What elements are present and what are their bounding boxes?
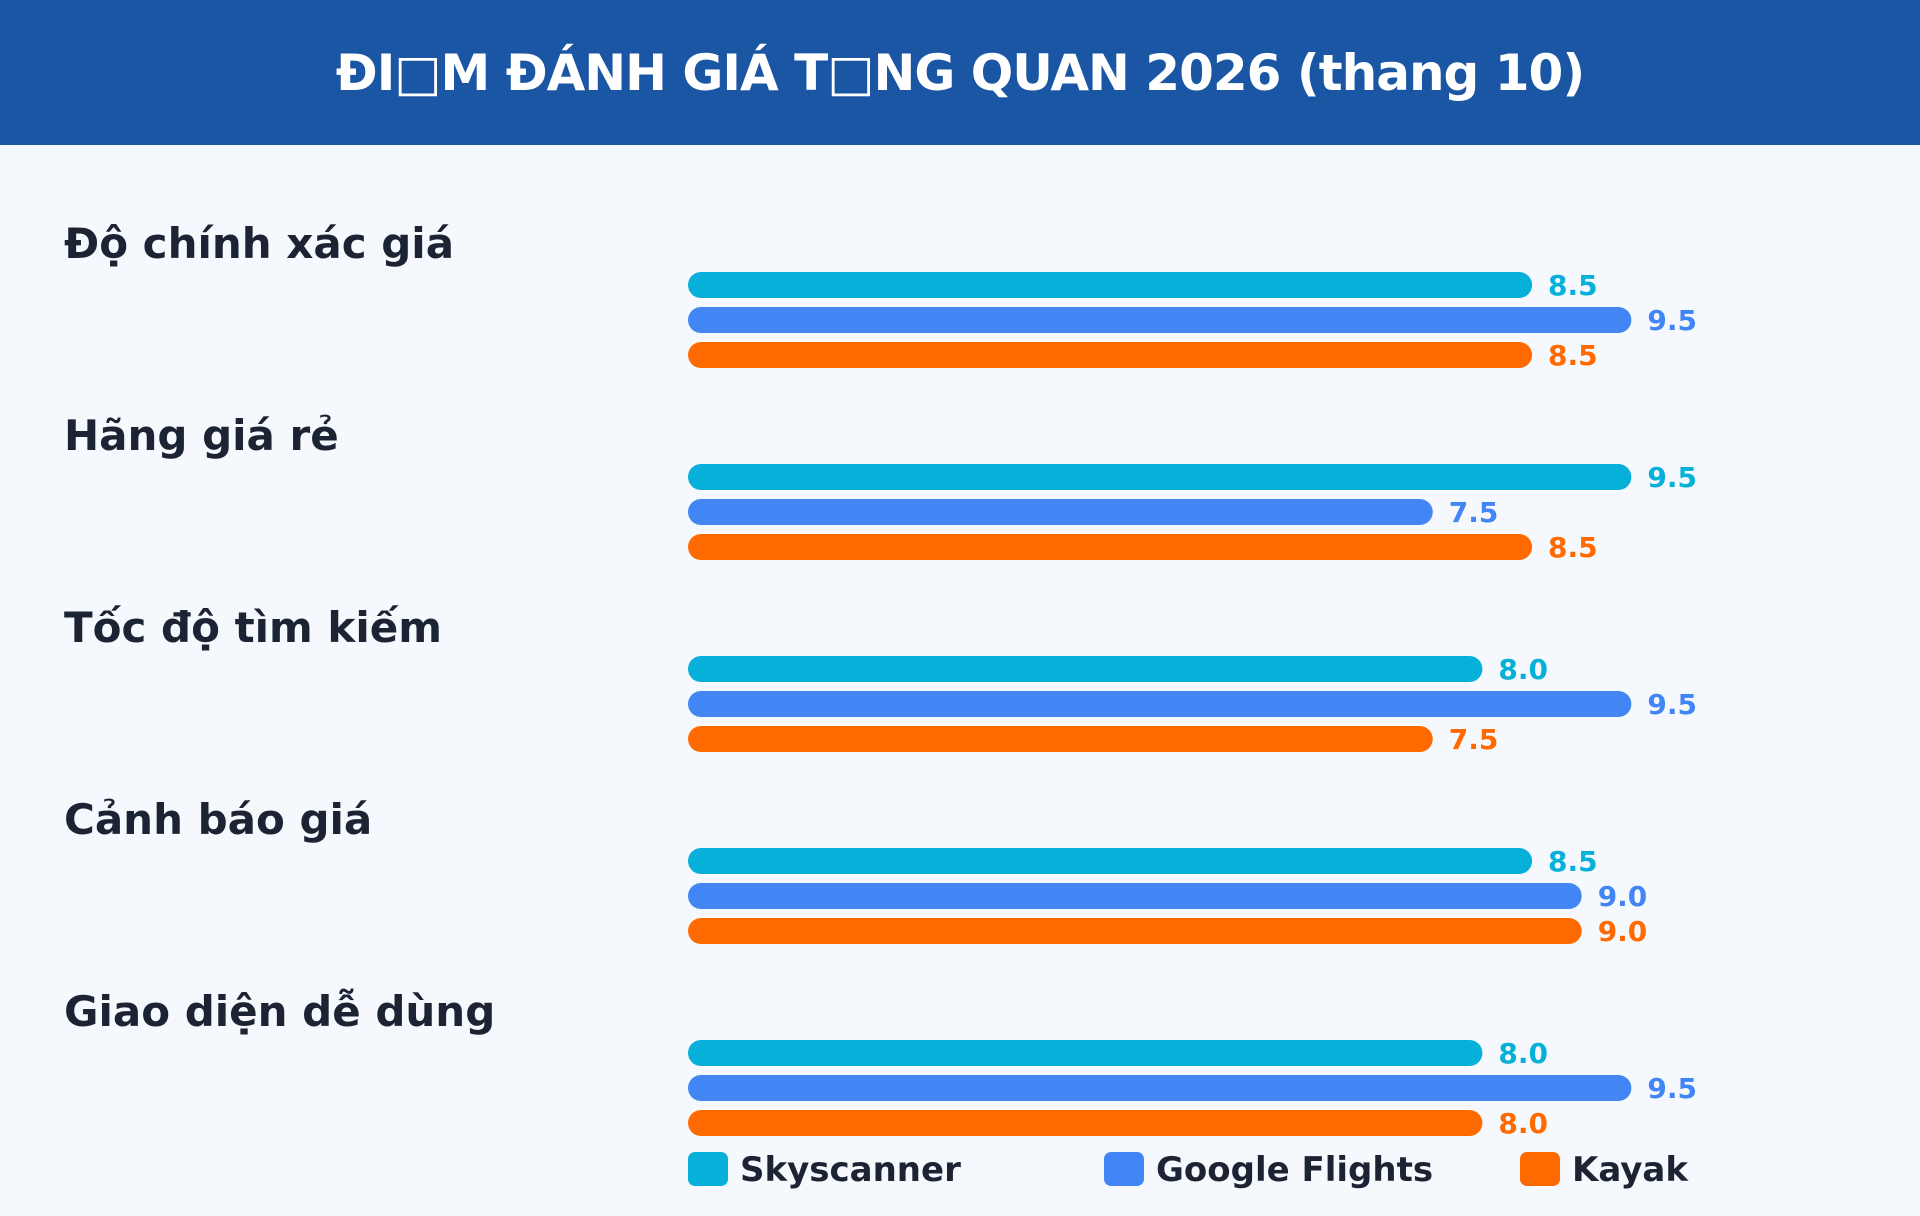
- bar: [688, 1110, 1483, 1136]
- legend: Skyscanner Google Flights Kayak: [688, 1150, 1689, 1190]
- bar: [688, 499, 1433, 525]
- legend-swatch: [1520, 1152, 1560, 1186]
- bar: [688, 307, 1632, 333]
- legend-swatch: [688, 1152, 728, 1186]
- category-label: Tốc độ tìm kiếm: [64, 603, 442, 652]
- bar: [688, 464, 1632, 490]
- data-label: 8.5: [1548, 339, 1598, 372]
- data-label: 8.0: [1498, 1037, 1548, 1070]
- legend-swatch: [1104, 1152, 1144, 1186]
- bar: [688, 918, 1582, 944]
- category-group: Tốc độ tìm kiếm 8.0 9.5 7.5: [64, 603, 1697, 756]
- legend-label: Google Flights: [1156, 1150, 1433, 1190]
- data-label: 9.0: [1598, 915, 1648, 948]
- bar: [688, 342, 1533, 368]
- legend-label: Kayak: [1572, 1150, 1689, 1190]
- category-group: Giao diện dễ dùng 8.0 9.5 8.0: [64, 987, 1697, 1140]
- bar: [688, 1075, 1632, 1101]
- category-label: Giao diện dễ dùng: [64, 987, 495, 1036]
- bar: [688, 534, 1533, 560]
- data-label: 9.5: [1647, 688, 1697, 721]
- data-label: 9.5: [1647, 304, 1697, 337]
- bar: [688, 883, 1582, 909]
- data-label: 9.5: [1647, 1072, 1697, 1105]
- bar: [688, 691, 1632, 717]
- bar: [688, 848, 1533, 874]
- legend-label: Skyscanner: [740, 1150, 961, 1190]
- data-label: 8.0: [1498, 653, 1548, 686]
- data-label: 9.5: [1647, 461, 1697, 494]
- data-label: 8.0: [1498, 1107, 1548, 1140]
- data-label: 8.5: [1548, 845, 1598, 878]
- category-label: Hãng giá rẻ: [64, 411, 339, 460]
- bar: [688, 726, 1433, 752]
- bar: [688, 656, 1483, 682]
- data-label: 8.5: [1548, 269, 1598, 302]
- category-label: Độ chính xác giá: [64, 219, 454, 268]
- category-label: Cảnh báo giá: [64, 795, 372, 844]
- chart-title: ĐI□M ĐÁNH GIÁ T□NG QUAN 2026 (thang 10): [335, 43, 1585, 102]
- data-label: 7.5: [1449, 723, 1499, 756]
- category-group: Độ chính xác giá 8.5 9.5 8.5: [64, 219, 1697, 372]
- bar: [688, 1040, 1483, 1066]
- category-group: Hãng giá rẻ 9.5 7.5 8.5: [64, 411, 1697, 564]
- data-label: 8.5: [1548, 531, 1598, 564]
- header-banner: ĐI□M ĐÁNH GIÁ T□NG QUAN 2026 (thang 10): [0, 0, 1920, 145]
- data-label: 7.5: [1449, 496, 1499, 529]
- data-label: 9.0: [1598, 880, 1648, 913]
- bar: [688, 272, 1533, 298]
